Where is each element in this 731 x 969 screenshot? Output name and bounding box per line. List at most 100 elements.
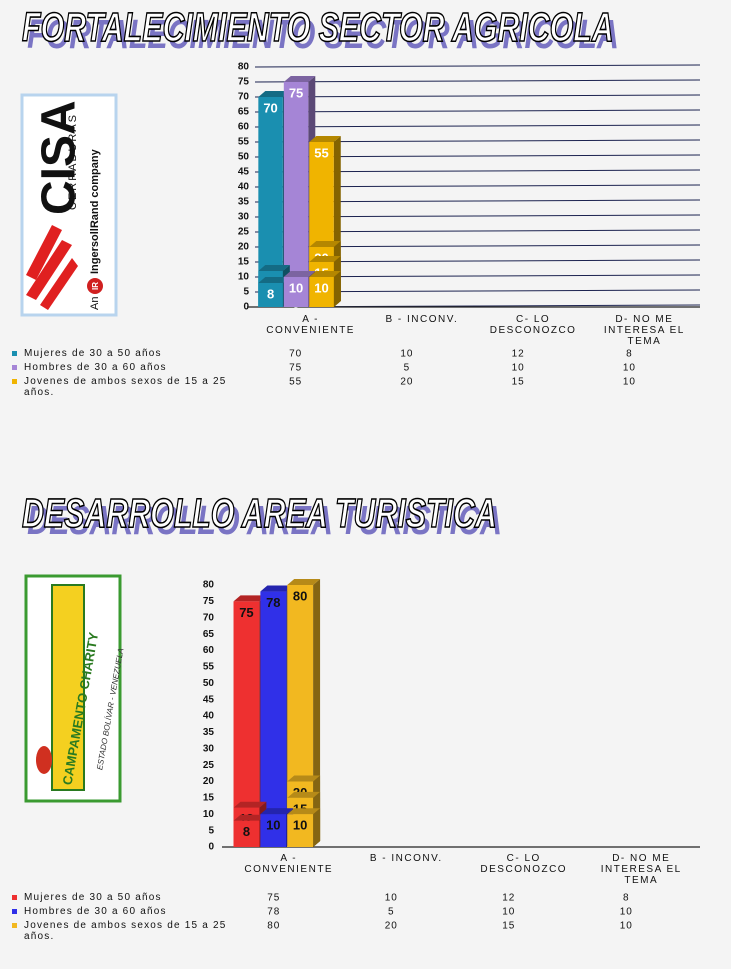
data-label: 80 (293, 588, 307, 603)
y-tick-label: 0 (243, 302, 249, 313)
y-tick-label: 20 (238, 242, 250, 253)
grid-line (254, 94, 701, 98)
logo-stripe (40, 258, 78, 310)
y-tick-label: 15 (238, 257, 250, 268)
table-value: 5 (388, 907, 395, 918)
bar-side (313, 808, 321, 847)
x-tick-label: D- NO ME INTERESA EL TEMA (603, 314, 685, 347)
bar (258, 283, 283, 307)
y-tick-label: 70 (203, 612, 215, 623)
y-tick-label: 40 (203, 711, 215, 722)
y-tick-label: 5 (208, 825, 214, 836)
y-tick-label: 20 (203, 776, 215, 787)
table-value: 75 (267, 893, 280, 904)
bar-top (287, 775, 321, 782)
y-tick-label: 5 (243, 287, 249, 298)
legend-label: Mujeres de 30 a 50 años (24, 892, 162, 903)
logo-stripe (26, 225, 62, 280)
x-tick-label: C- LO DESCONOZCO (489, 314, 577, 336)
y-tick-label: 75 (238, 77, 250, 88)
bar (260, 814, 287, 847)
logo-tagline: CERRADURAS (67, 113, 79, 210)
table-value: 10 (620, 907, 633, 918)
logo-badge-bg (87, 278, 103, 294)
x-tick-label: A - CONVENIENTE (266, 314, 355, 336)
table-value: 10 (385, 893, 398, 904)
data-label: 10 (289, 280, 303, 295)
table-value: 20 (400, 377, 413, 388)
legend-label: Jovenes de ambos sexos de 15 a 25 años. (24, 376, 227, 398)
y-tick-label: 70 (238, 92, 250, 103)
bar-top (309, 271, 341, 277)
data-label: 10 (314, 280, 328, 295)
table-value: 15 (502, 921, 515, 932)
bar (233, 820, 260, 847)
table-value: 8 (623, 893, 630, 904)
logo-badge: IR (91, 282, 100, 290)
table-value: 20 (385, 921, 398, 932)
bar-top (258, 265, 290, 271)
data-label: 8 (243, 824, 250, 839)
table-value: 80 (267, 921, 280, 932)
y-tick-label: 10 (203, 809, 215, 820)
bar-top (260, 585, 294, 592)
data-label: 10 (293, 818, 307, 833)
y-tick-label: 15 (203, 793, 215, 804)
bar-top (287, 808, 321, 815)
y-tick-label: 35 (238, 197, 250, 208)
data-label: 75 (289, 85, 303, 100)
legend-label: Hombres de 30 a 60 años (24, 362, 167, 373)
grid-line (254, 124, 701, 128)
data-label: 70 (263, 100, 277, 115)
y-tick-label: 10 (238, 272, 250, 283)
table-value: 10 (512, 363, 525, 374)
y-tick-label: 55 (203, 662, 215, 673)
bar-top (287, 579, 321, 585)
grid-line (254, 64, 701, 68)
legend-swatch (12, 923, 17, 928)
x-tick-label: B - INCONV. (369, 853, 443, 864)
data-label: 8 (267, 286, 274, 301)
logo-prefix: An (89, 297, 101, 310)
table-value: 5 (404, 363, 411, 374)
table-value: 8 (626, 349, 633, 360)
logo-charity: CAMPAMENTO CHARITY ESTADO BOLÍVAR - VENE… (24, 574, 125, 803)
table-value: 10 (620, 921, 633, 932)
legend-swatch (12, 909, 17, 914)
logo-company: IngersollRand company (89, 148, 101, 274)
table-value: 12 (502, 893, 515, 904)
table-value: 10 (623, 363, 636, 374)
data-label: 55 (314, 145, 328, 160)
data-label: 10 (266, 818, 280, 833)
bar-top (309, 136, 341, 142)
grid-line (254, 109, 701, 113)
bar-top (283, 271, 316, 277)
bar-top (309, 256, 341, 262)
y-tick-label: 50 (238, 152, 250, 163)
legend-swatch (12, 895, 17, 900)
y-tick-label: 40 (238, 182, 250, 193)
bar-top (309, 241, 341, 247)
legend-swatch (12, 379, 17, 384)
data-label: 75 (239, 605, 253, 620)
legend-label: Hombres de 30 a 60 años (24, 906, 167, 917)
bar-top (233, 814, 267, 821)
legend-label: Mujeres de 30 a 50 años (24, 348, 162, 359)
y-tick-label: 50 (203, 678, 215, 689)
bar-top (258, 91, 290, 97)
x-tick-label: D- NO ME INTERESA EL TEMA (600, 853, 682, 886)
table-value: 10 (400, 349, 413, 360)
y-tick-label: 60 (238, 122, 250, 133)
y-tick-label: 65 (238, 107, 250, 118)
y-tick-label: 65 (203, 629, 215, 640)
table-value: 10 (623, 377, 636, 388)
data-label: 78 (266, 595, 280, 610)
logo-cisa: CISA CERRADURAS An IR IngersollRand comp… (20, 93, 118, 317)
y-tick-label: 0 (208, 842, 214, 853)
table-value: 70 (289, 349, 302, 360)
table-value: 55 (289, 377, 302, 388)
bar (283, 277, 309, 307)
bar-side (333, 271, 341, 307)
table-value: 78 (267, 907, 280, 918)
